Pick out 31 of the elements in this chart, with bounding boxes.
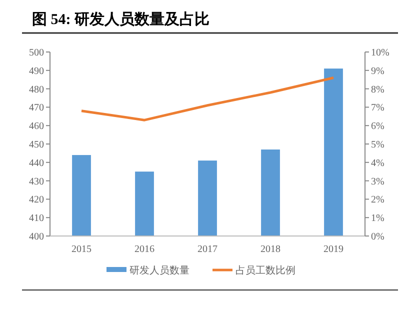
x-tick-label: 2018 <box>260 244 280 255</box>
y-tick-label: 470 <box>29 102 44 114</box>
y2-tick-label: 2% <box>371 194 384 206</box>
y2-tick-label: 10% <box>371 48 390 58</box>
y-tick-label: 400 <box>29 232 44 242</box>
y2-tick-label: 7% <box>371 102 384 114</box>
y2-tick-label: 0% <box>371 232 384 242</box>
x-tick-label: 2015 <box>72 244 92 255</box>
y-tick-label: 460 <box>29 121 44 132</box>
y2-tick-label: 9% <box>371 66 384 77</box>
chart-title: 图 54: 研发人员数量及占比 <box>32 11 210 28</box>
y-tick-label: 420 <box>29 194 44 206</box>
y-tick-label: 440 <box>29 158 44 169</box>
x-tick-label: 2019 <box>324 244 344 255</box>
line-series <box>80 76 335 122</box>
legend-label: 占员工数比例 <box>236 264 296 276</box>
y2-tick-label: 6% <box>371 121 384 132</box>
y-tick-label: 450 <box>29 140 44 150</box>
y-tick-label: 500 <box>29 48 44 58</box>
y-tick-label: 430 <box>29 176 44 188</box>
y2-tick-label: 8% <box>371 84 384 96</box>
legend-label: 研发人员数量 <box>130 266 190 276</box>
y-tick-label: 490 <box>29 66 44 77</box>
y2-tick-label: 1% <box>371 213 384 224</box>
y-tick-label: 410 <box>29 213 44 224</box>
x-tick-label: 2016 <box>134 244 154 255</box>
y2-tick-label: 4% <box>371 158 384 169</box>
y2-tick-label: 3% <box>371 176 384 188</box>
y2-tick-label: 5% <box>371 140 384 150</box>
y-tick-label: 480 <box>29 84 44 96</box>
x-tick-label: 2017 <box>198 244 218 255</box>
